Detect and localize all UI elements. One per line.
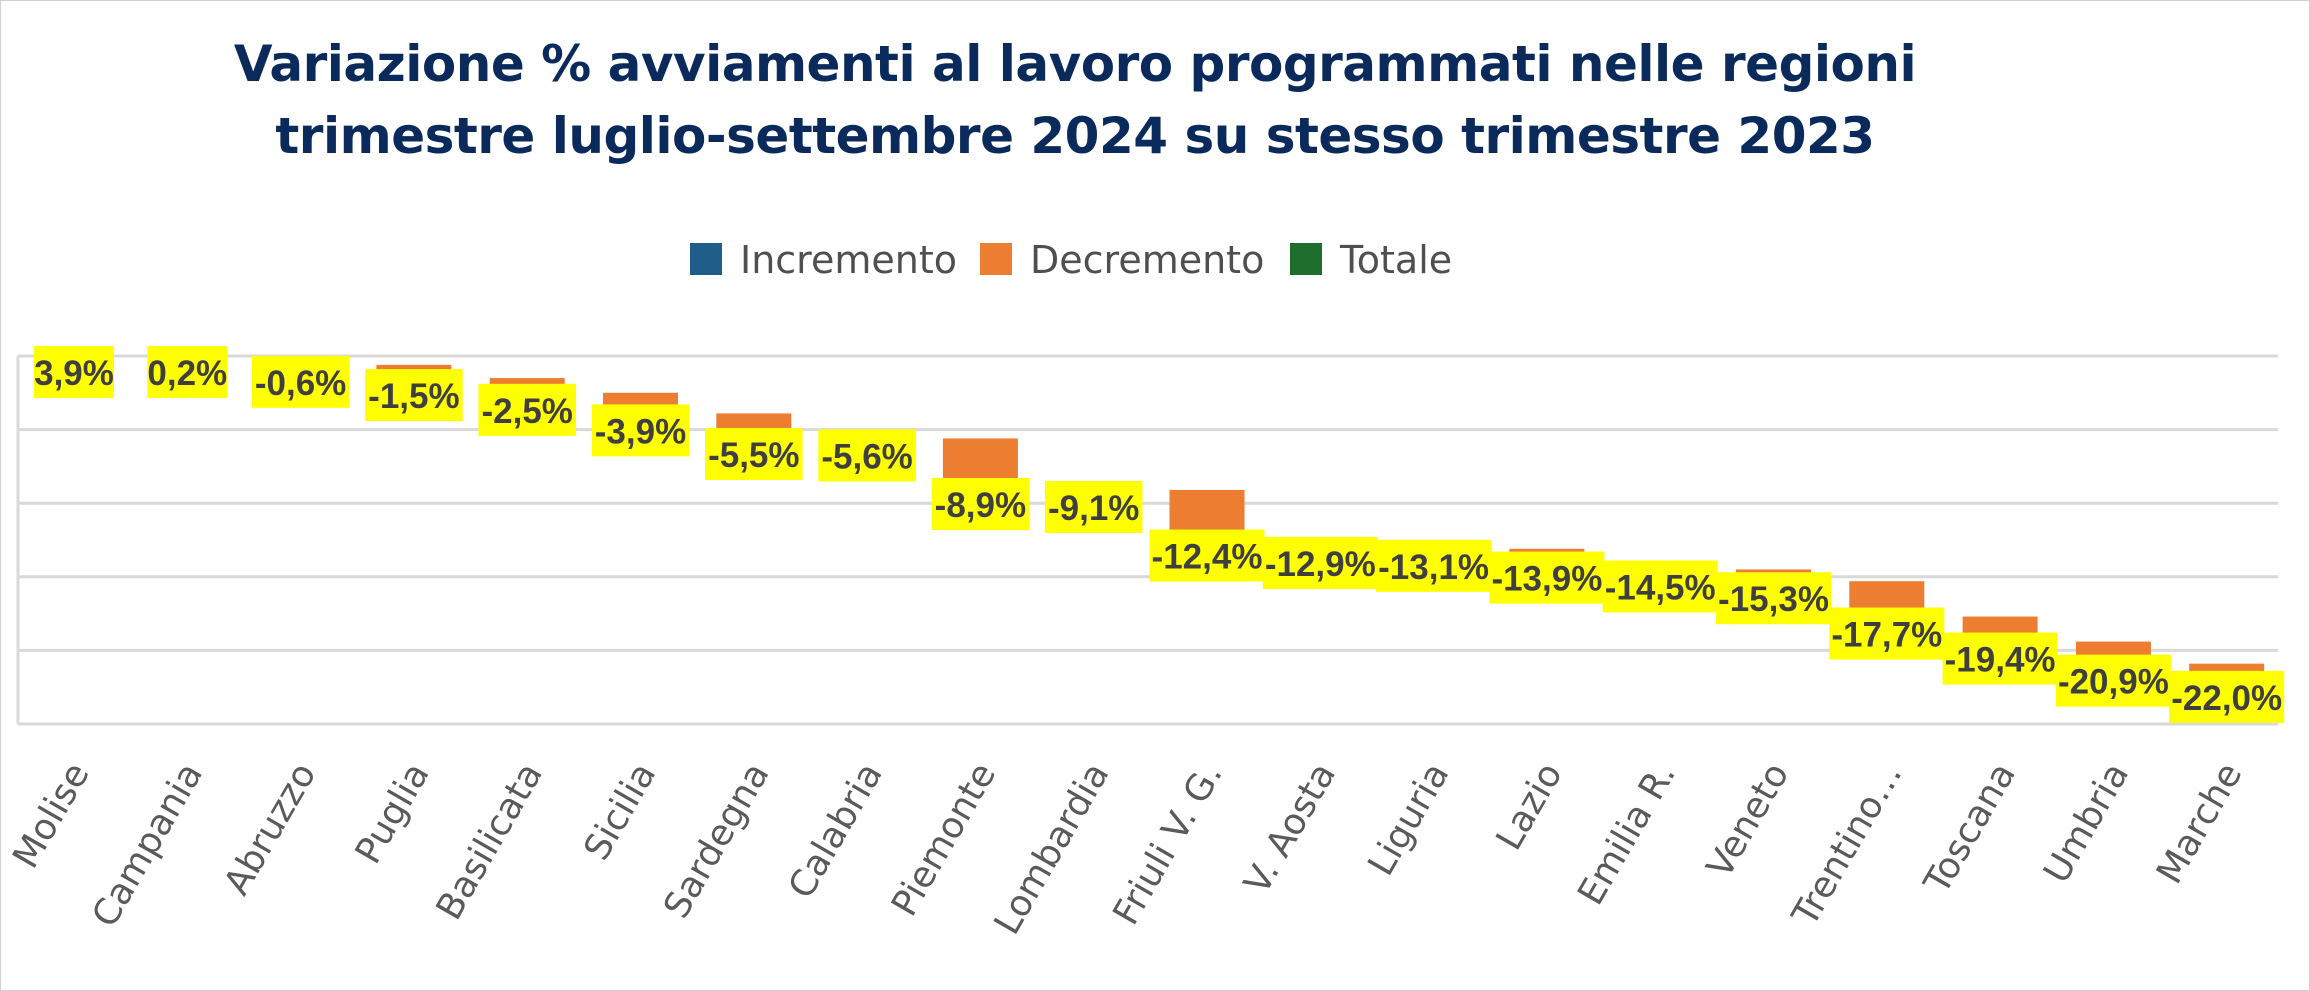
data-label-11: -12,4% bbox=[1149, 529, 1265, 582]
data-label-highlight bbox=[1149, 529, 1265, 582]
data-label-text: -15,3% bbox=[1718, 580, 1829, 619]
data-label-text: -13,1% bbox=[1378, 548, 1489, 587]
legend-item-decremento: Decremento bbox=[980, 238, 1264, 282]
data-label-highlight bbox=[365, 369, 463, 422]
data-label-7: -5,5% bbox=[705, 427, 803, 480]
data-label-text: -8,9% bbox=[935, 486, 1026, 525]
data-label-13: -13,1% bbox=[1376, 539, 1492, 592]
data-label-highlight bbox=[1262, 536, 1378, 589]
data-label-highlight bbox=[478, 383, 576, 436]
data-label-highlight bbox=[1716, 572, 1831, 625]
data-label-highlight bbox=[147, 346, 228, 398]
data-label-text: -19,4% bbox=[1945, 641, 2056, 680]
category-label-emilia-r-: Emilia R. bbox=[1570, 756, 1684, 912]
data-label-highlight bbox=[931, 478, 1030, 531]
data-label-18: -19,4% bbox=[1942, 632, 2058, 685]
data-label-19: -20,9% bbox=[2055, 654, 2171, 707]
data-label-highlight bbox=[1602, 560, 1718, 613]
data-label-text: -14,5% bbox=[1605, 568, 1716, 607]
data-label-highlight bbox=[1376, 539, 1492, 592]
data-label-text: -17,7% bbox=[1831, 616, 1942, 655]
legend-label-incremento: Incremento bbox=[740, 238, 957, 282]
category-label-piemonte: Piemonte bbox=[884, 756, 1004, 923]
data-label-15: -14,5% bbox=[1602, 560, 1718, 613]
category-label-toscana: Toscana bbox=[1916, 756, 2024, 902]
data-label-text: -9,1% bbox=[1048, 489, 1139, 528]
legend-swatch-totale bbox=[1290, 243, 1322, 275]
data-label-4: -1,5% bbox=[365, 369, 463, 422]
legend-label-totale: Totale bbox=[1339, 238, 1452, 282]
data-label-6: -3,9% bbox=[591, 404, 690, 457]
gridlines bbox=[16, 354, 2278, 726]
data-label-text: -3,9% bbox=[595, 412, 686, 451]
category-label-abruzzo: Abruzzo bbox=[216, 756, 324, 902]
category-label-basilicata: Basilicata bbox=[429, 756, 551, 927]
category-label-v-aosta: V. Aosta bbox=[1237, 756, 1344, 901]
data-label-highlight bbox=[2169, 670, 2285, 723]
chart-title-line-1: Variazione % avviamenti al lavoro progra… bbox=[233, 35, 1917, 93]
category-label-lombardia: Lombardia bbox=[987, 756, 1118, 941]
legend-swatch-incremento bbox=[690, 243, 722, 275]
data-label-2: 0,2% bbox=[147, 346, 228, 398]
data-label-17: -17,7% bbox=[1829, 607, 1945, 660]
data-label-10: -9,1% bbox=[1044, 480, 1143, 533]
data-label-text: -1,5% bbox=[368, 377, 459, 416]
data-label-highlight bbox=[1829, 607, 1945, 660]
legend-item-totale: Totale bbox=[1290, 238, 1452, 282]
data-label-5: -2,5% bbox=[478, 383, 576, 436]
data-label-highlight bbox=[34, 346, 114, 398]
category-label-friuli-v-g-: Friuli V. G. bbox=[1106, 756, 1231, 932]
data-label-text: 0,2% bbox=[147, 354, 227, 393]
category-label-campania: Campania bbox=[85, 756, 212, 934]
data-label-text: -12,9% bbox=[1265, 545, 1376, 584]
legend-swatch-decremento bbox=[980, 243, 1012, 275]
category-label-umbria: Umbria bbox=[2036, 756, 2137, 890]
data-label-16: -15,3% bbox=[1716, 572, 1831, 625]
data-label-highlight bbox=[1489, 551, 1605, 604]
category-label-sardegna: Sardegna bbox=[656, 756, 777, 925]
category-label-marche: Marche bbox=[2149, 756, 2250, 891]
data-label-highlight bbox=[591, 404, 690, 457]
data-label-3: -0,6% bbox=[251, 355, 350, 408]
legend-label-decremento: Decremento bbox=[1030, 238, 1264, 282]
chart-title-line-2: trimestre luglio-settembre 2024 su stess… bbox=[275, 107, 1875, 165]
legend-item-incremento: Incremento bbox=[690, 238, 957, 282]
data-label-text: 3,9% bbox=[34, 354, 114, 393]
data-label-20: -22,0% bbox=[2169, 670, 2285, 723]
data-label-highlight bbox=[705, 427, 803, 480]
data-label-highlight bbox=[251, 355, 350, 408]
data-label-1: 3,9% bbox=[34, 346, 114, 398]
category-label-molise: Molise bbox=[5, 756, 98, 875]
data-label-text: -0,6% bbox=[255, 364, 346, 403]
category-label-trentino-: Trentino… bbox=[1784, 756, 1910, 934]
data-label-highlight bbox=[1942, 632, 2058, 685]
data-label-highlight bbox=[1044, 480, 1143, 533]
category-label-puglia: Puglia bbox=[348, 756, 438, 871]
data-label-text: -22,0% bbox=[2171, 679, 2282, 718]
legend: Incremento Decremento Totale bbox=[690, 238, 1452, 282]
category-label-sicilia: Sicilia bbox=[576, 756, 664, 867]
data-label-highlight bbox=[2055, 654, 2171, 707]
data-labels: 3,9% 0,2% -0,6% -1,5% -2,5% -3,9% -5,5% -5,6% -8… bbox=[34, 346, 2285, 723]
category-label-veneto: Veneto bbox=[1699, 756, 1797, 885]
data-label-text: -20,9% bbox=[2058, 663, 2169, 702]
category-label-calabria: Calabria bbox=[781, 756, 891, 906]
data-label-text: -5,5% bbox=[708, 436, 799, 475]
data-label-highlight bbox=[818, 429, 916, 482]
chart-title: Variazione % avviamenti al lavoro progra… bbox=[40, 28, 2110, 172]
data-label-text: -5,6% bbox=[821, 437, 912, 476]
data-label-8: -5,6% bbox=[818, 429, 916, 482]
category-label-lazio: Lazio bbox=[1489, 756, 1571, 857]
data-label-text: -13,9% bbox=[1491, 560, 1602, 599]
data-label-text: -2,5% bbox=[481, 392, 572, 431]
data-label-12: -12,9% bbox=[1262, 536, 1378, 589]
category-label-liguria: Liguria bbox=[1361, 756, 1458, 883]
data-label-text: -12,4% bbox=[1152, 538, 1263, 577]
data-label-9: -8,9% bbox=[931, 478, 1030, 531]
data-label-14: -13,9% bbox=[1489, 551, 1605, 604]
